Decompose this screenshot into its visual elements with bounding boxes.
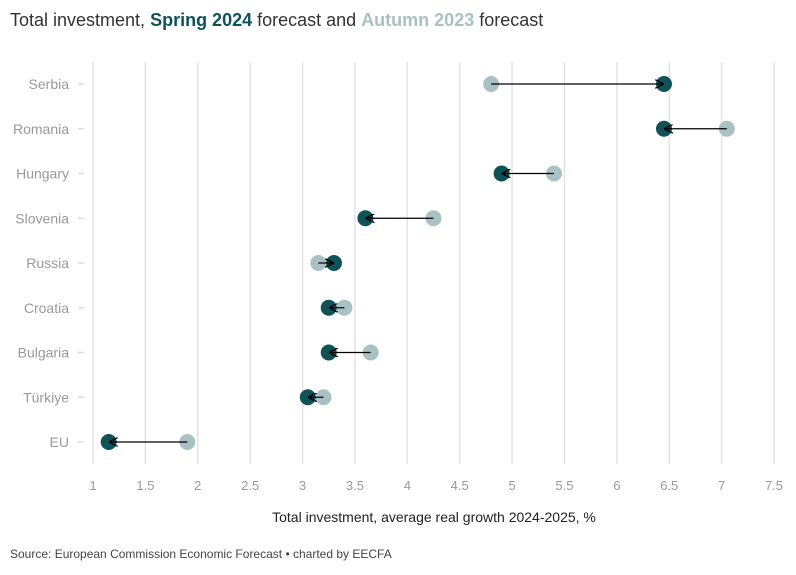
- x-tick-label: 4.5: [451, 478, 469, 493]
- title-middle: forecast and: [252, 10, 362, 30]
- category-label: Romania: [13, 121, 69, 137]
- data-marks: [100, 76, 735, 450]
- x-tick-label: 3: [299, 478, 306, 493]
- x-tick-label: 6.5: [660, 478, 678, 493]
- category-label: Türkiye: [23, 389, 69, 405]
- category-label: Serbia: [29, 76, 70, 92]
- x-tick-label: 5: [508, 478, 515, 493]
- category-label: Croatia: [24, 300, 69, 316]
- x-tick-label: 6: [613, 478, 620, 493]
- gridlines: [92, 62, 775, 464]
- category-label: Slovenia: [15, 210, 69, 226]
- category-label: Russia: [26, 255, 69, 271]
- x-tick-label: 4: [404, 478, 411, 493]
- category-label: EU: [50, 434, 69, 450]
- x-axis-title: Total investment, average real growth 20…: [272, 509, 596, 525]
- category-label: Hungary: [16, 166, 69, 182]
- category-labels: Serbia Romania Hungary Slovenia Russia Croati…: [13, 76, 84, 450]
- category-label: Bulgaria: [18, 345, 70, 361]
- title-prefix: Total investment,: [10, 10, 151, 30]
- x-tick-label: 2.5: [241, 478, 259, 493]
- title-autumn-label: Autumn 2023: [361, 10, 475, 30]
- source-note: Source: European Commission Economic For…: [10, 547, 392, 561]
- x-tick-label: 3.5: [346, 478, 364, 493]
- x-tick-label: 5.5: [555, 478, 573, 493]
- title-suffix: forecast: [474, 10, 544, 30]
- x-tick-label: 1: [89, 478, 96, 493]
- x-tick-labels: 1 1.5 2 2.5 3 3.5 4 4.5 5 5.5 6 6.5 7 7.5: [89, 478, 783, 493]
- x-tick-label: 7.5: [765, 478, 783, 493]
- x-tick-label: 1.5: [136, 478, 154, 493]
- x-tick-label: 2: [194, 478, 201, 493]
- title-spring-label: Spring 2024: [150, 10, 253, 30]
- x-tick-label: 7: [718, 478, 725, 493]
- chart-title: Total investment, Spring 2024 forecast a…: [10, 10, 543, 31]
